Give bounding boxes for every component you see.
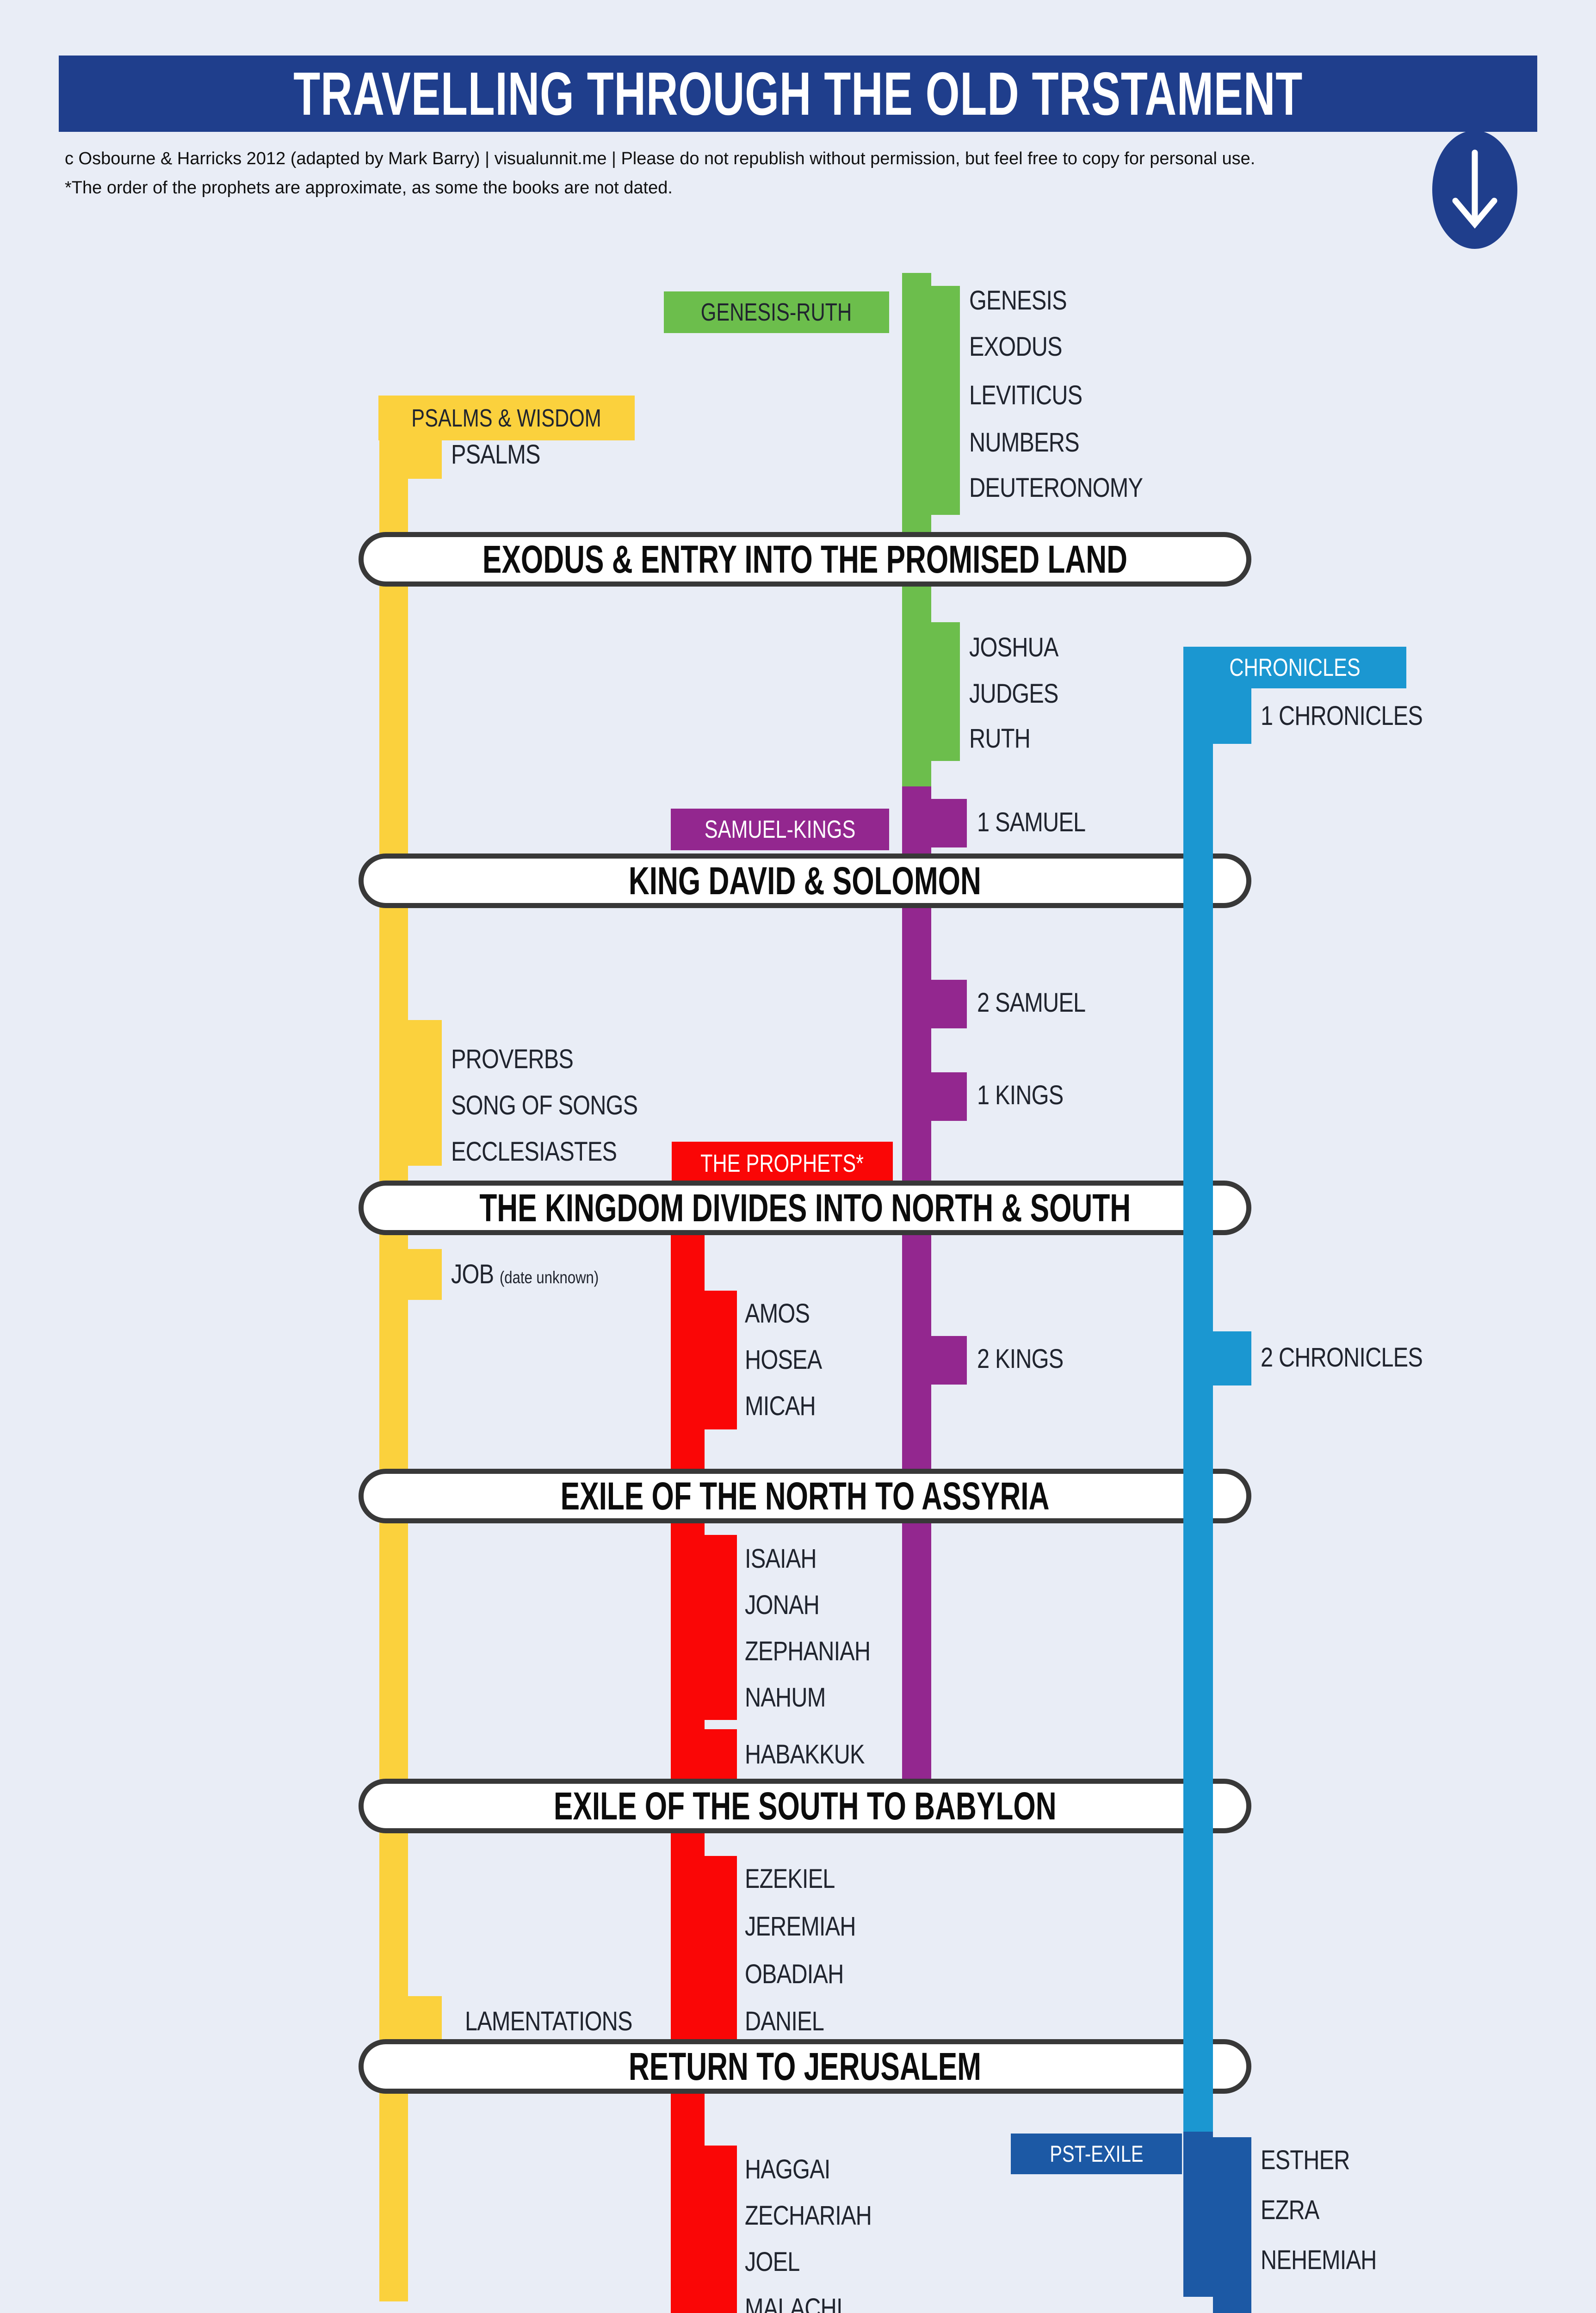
book-genesis: GENESIS: [969, 285, 1067, 315]
prophets-spine-bar: [671, 1185, 705, 2313]
post-exile-spine-bar: [1183, 2132, 1213, 2297]
job-date-note: (date unknown): [499, 1268, 599, 1287]
chronicles-spine-bar: [1183, 657, 1213, 2132]
book-2-chronicles: 2 CHRONICLES: [1261, 1342, 1423, 1373]
book-joel: JOEL: [745, 2247, 800, 2277]
book-numbers: NUMBERS: [969, 427, 1080, 458]
post-exile-tab-books: [1213, 2137, 1251, 2313]
banner-kingdom-divides: THE KINGDOM DIVIDES INTO NORTH & SOUTH: [359, 1181, 1251, 1235]
book-obadiah: OBADIAH: [745, 1959, 844, 1989]
prophets-tab-isaiah-nahum: [705, 1535, 737, 1720]
book-daniel: DANIEL: [745, 2006, 824, 2036]
book-song-of-songs: SONG OF SONGS: [451, 1090, 638, 1120]
book-ezra: EZRA: [1261, 2195, 1319, 2225]
book-lamentations: LAMENTATIONS: [465, 2006, 633, 2036]
book-exodus: EXODUS: [969, 332, 1063, 362]
genesis-tab-joshua-ruth: [931, 622, 960, 761]
book-leviticus: LEVITICUS: [969, 380, 1083, 410]
chronicles-tab-1chronicles: [1213, 688, 1251, 744]
book-zephaniah: ZEPHANIAH: [745, 1636, 871, 1666]
psalms-tab-psalms: [408, 433, 442, 479]
group-label-genesis-ruth-text: GENESIS-RUTH: [701, 298, 852, 326]
banner-return-jerusalem: RETURN TO JERUSALEM: [359, 2039, 1251, 2094]
book-joshua: JOSHUA: [969, 632, 1058, 662]
psalms-tab-wisdom-books: [408, 1020, 442, 1166]
book-isaiah: ISAIAH: [745, 1544, 817, 1574]
group-label-samuel-kings-text: SAMUEL-KINGS: [704, 816, 856, 843]
chronicles-tab-2chronicles: [1213, 1331, 1251, 1385]
group-label-chronicles: CHRONICLES: [1183, 647, 1406, 688]
group-label-genesis-ruth: GENESIS-RUTH: [664, 291, 889, 333]
book-amos: AMOS: [745, 1299, 810, 1329]
book-job: JOB (date unknown): [451, 1259, 599, 1289]
book-1-samuel: 1 SAMUEL: [977, 807, 1086, 837]
samuel-tab-1samuel: [931, 799, 967, 847]
book-2-kings: 2 KINGS: [977, 1344, 1064, 1374]
book-zechariah: ZECHARIAH: [745, 2201, 872, 2231]
psalms-tab-job: [408, 1249, 442, 1300]
group-label-the-prophets: THE PROPHETS*: [672, 1142, 893, 1185]
book-ezekiel: EZEKIEL: [745, 1864, 835, 1894]
group-label-pst-exile: PST-EXILE: [1011, 2134, 1182, 2174]
down-arrow-icon: [1452, 149, 1497, 229]
prophets-tab-haggai-malachi: [705, 2146, 737, 2313]
book-2-samuel: 2 SAMUEL: [977, 988, 1086, 1018]
samuel-tab-2samuel: [931, 980, 967, 1028]
book-1-chronicles: 1 CHRONICLES: [1261, 701, 1423, 731]
book-jeremiah: JEREMIAH: [745, 1911, 856, 1942]
book-habakkuk: HABAKKUK: [745, 1739, 865, 1769]
book-haggai: HAGGAI: [745, 2154, 830, 2184]
banner-exile-north-assyria: EXILE OF THE NORTH TO ASSYRIA: [359, 1469, 1251, 1523]
banner-exile-south-babylon: EXILE OF THE SOUTH TO BABYLON: [359, 1779, 1251, 1833]
book-ecclesiastes: ECCLESIASTES: [451, 1137, 617, 1167]
prophets-tab-ezekiel-daniel: [705, 1856, 737, 2047]
genesis-tab-pentateuch: [931, 286, 960, 515]
book-jonah: JONAH: [745, 1590, 820, 1620]
page-title: TRAVELLING THROUGH THE OLD TRSTAMENT: [293, 60, 1303, 128]
book-nahum: NAHUM: [745, 1682, 826, 1713]
group-label-psalms-wisdom-text: PSALMS & WISDOM: [411, 404, 602, 432]
credit-line-1: c Osbourne & Harricks 2012 (adapted by M…: [65, 149, 1256, 168]
prophets-tab-amos-micah: [705, 1291, 737, 1429]
group-label-the-prophets-text: THE PROPHETS*: [700, 1150, 864, 1177]
book-micah: MICAH: [745, 1391, 816, 1421]
samuel-tab-2kings: [931, 1336, 967, 1385]
book-esther: ESTHER: [1261, 2145, 1350, 2175]
book-proverbs: PROVERBS: [451, 1044, 574, 1074]
samuel-tab-1kings: [931, 1072, 967, 1121]
group-label-samuel-kings: SAMUEL-KINGS: [671, 809, 889, 850]
book-psalms: PSALMS: [451, 439, 540, 470]
book-malachi: MALACHI: [745, 2293, 843, 2313]
book-1-kings: 1 KINGS: [977, 1080, 1064, 1110]
header-bar: TRAVELLING THROUGH THE OLD TRSTAMENT: [59, 56, 1537, 132]
book-nehemiah: NEHEMIAH: [1261, 2245, 1377, 2275]
book-hosea: HOSEA: [745, 1345, 822, 1375]
psalms-spine-bar: [379, 417, 408, 2301]
banner-exodus-entry: EXODUS & ENTRY INTO THE PROMISED LAND: [359, 532, 1251, 587]
book-judges: JUDGES: [969, 679, 1058, 709]
group-label-chronicles-text: CHRONICLES: [1229, 654, 1361, 681]
prophets-tab-habakkuk: [705, 1729, 737, 1780]
group-label-pst-exile-text: PST-EXILE: [1049, 2141, 1144, 2167]
credit-line-2: *The order of the prophets are approxima…: [65, 178, 673, 198]
down-arrow-badge: [1432, 130, 1517, 249]
banner-king-david-solomon: KING DAVID & SOLOMON: [359, 853, 1251, 908]
book-ruth: RUTH: [969, 724, 1031, 754]
samuel-spine-bar: [902, 786, 931, 1780]
book-deuteronomy: DEUTERONOMY: [969, 473, 1143, 503]
